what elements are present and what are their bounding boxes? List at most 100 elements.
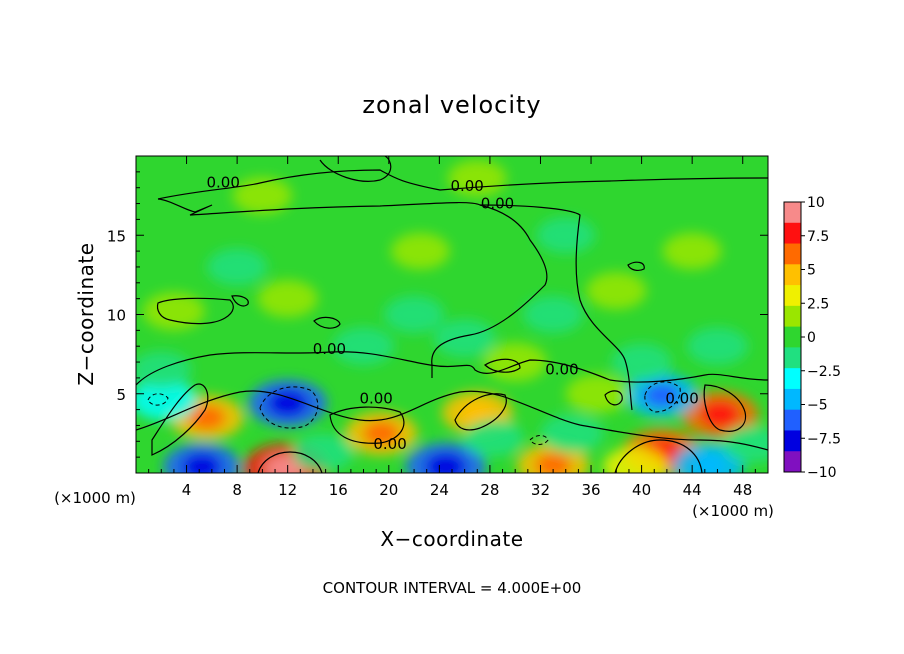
contour-label-8: 0.00 bbox=[665, 389, 698, 407]
velocity-anomaly-25 bbox=[536, 217, 596, 254]
velocity-anomaly-24 bbox=[207, 248, 268, 286]
zero-contour-right-blob bbox=[703, 384, 747, 432]
zero-contour-lower-band bbox=[136, 351, 768, 386]
x-tick-label: 32 bbox=[531, 481, 550, 499]
colorbar-tick-label: −10 bbox=[807, 465, 837, 481]
velocity-anomaly-31 bbox=[611, 343, 672, 381]
velocity-anomaly-26 bbox=[383, 295, 445, 334]
x-tick-label: 44 bbox=[683, 481, 702, 499]
contour-label-1: 0.00 bbox=[207, 174, 240, 192]
negative-contour-1 bbox=[259, 386, 319, 429]
x-tick-label: 36 bbox=[581, 481, 600, 499]
colorbar-tick-label: 5 bbox=[807, 263, 816, 279]
contour-label-5: 0.00 bbox=[359, 389, 392, 407]
colorbar-swatch bbox=[784, 264, 801, 286]
colorbar-tick-label: 0 bbox=[807, 330, 816, 346]
velocity-core-1 bbox=[268, 390, 308, 417]
velocity-core-2 bbox=[188, 405, 226, 430]
velocity-anomaly-18 bbox=[257, 280, 318, 318]
zero-contour-red-blob-3 bbox=[454, 393, 507, 431]
velocity-anomaly-27 bbox=[523, 295, 584, 334]
colorbar-swatch bbox=[784, 347, 801, 369]
zero-contour-left-band bbox=[157, 198, 548, 378]
zero-contour-small-2 bbox=[627, 261, 645, 271]
velocity-anomaly-23 bbox=[447, 159, 507, 197]
x-tick-label: 48 bbox=[733, 481, 752, 499]
velocity-core-12 bbox=[643, 383, 680, 408]
contour-label-4: 0.00 bbox=[313, 340, 346, 358]
colorbar-tick-label: 2.5 bbox=[807, 296, 829, 312]
velocity-anomaly-17 bbox=[143, 292, 205, 331]
velocity-core-6 bbox=[535, 453, 572, 473]
colorbar-swatch bbox=[784, 222, 801, 245]
x-axis-label: X−coordinate bbox=[380, 527, 523, 551]
negative-contour-3 bbox=[147, 393, 169, 406]
velocity-anomaly-28 bbox=[332, 327, 395, 366]
velocity-anomaly-34 bbox=[540, 413, 604, 453]
x-unit-right: (×1000 m) bbox=[692, 502, 774, 520]
zero-contour-bottom bbox=[136, 390, 768, 451]
colorbar-swatch bbox=[784, 368, 801, 390]
contour-labels: 0.00 0.000.000.000.000.000.000.00 bbox=[207, 174, 699, 454]
zero-contour-red-blob-2 bbox=[329, 406, 405, 444]
colorbar-swatch bbox=[784, 305, 801, 328]
zero-contour-mid-blob bbox=[156, 297, 234, 325]
colorbar-swatch bbox=[784, 451, 801, 473]
colorbar-swatch bbox=[784, 430, 801, 452]
y-tick-label: 15 bbox=[107, 227, 126, 245]
contour-label-7: 0.00 bbox=[545, 361, 578, 379]
x-tick-label: 20 bbox=[379, 481, 398, 499]
colorbar-tick-label: 10 bbox=[807, 195, 825, 211]
contour-label-2: 0.00 bbox=[450, 177, 483, 195]
velocity-anomaly-33 bbox=[292, 433, 354, 472]
velocity-core-13 bbox=[690, 453, 727, 473]
x-axis: 4 8 12 16 20 24 28 32 36 40 44 48 bbox=[148, 156, 756, 499]
velocity-anomaly-22 bbox=[232, 177, 293, 215]
colorbar-swatch bbox=[784, 243, 801, 265]
zero-contour-bottom-red-2 bbox=[257, 451, 323, 473]
velocity-anomaly-16 bbox=[483, 342, 547, 382]
x-tick-label: 4 bbox=[182, 481, 192, 499]
velocity-anomaly-32 bbox=[136, 351, 192, 389]
zero-contour-small-1 bbox=[313, 316, 341, 329]
x-tick-label: 40 bbox=[632, 481, 651, 499]
colorbar-swatch bbox=[784, 285, 801, 307]
velocity-anomaly-15 bbox=[565, 374, 629, 414]
velocity-core-4 bbox=[363, 421, 400, 446]
zero-contour-bottom-red bbox=[614, 439, 703, 473]
zero-contour-small-3 bbox=[604, 390, 623, 406]
velocity-anomaly-29 bbox=[433, 319, 496, 358]
velocity-core-11 bbox=[700, 401, 740, 427]
negative-contour-4 bbox=[529, 435, 549, 445]
contour-label-3: 0.00 bbox=[481, 194, 514, 212]
negative-contour-2 bbox=[644, 381, 681, 413]
colorbar: 10 7.5 5 2.5 0 −2.5 −5 −7.5 −10 bbox=[783, 195, 841, 481]
y-axis-label: Z−coordinate bbox=[74, 242, 98, 385]
colorbar-tick-label: 7.5 bbox=[807, 229, 829, 245]
zero-contours bbox=[136, 156, 768, 473]
x-tick-label: 28 bbox=[480, 481, 499, 499]
plot-area: 0.00 0.000.000.000.000.000.000.00 bbox=[136, 156, 768, 473]
zero-contour-upper bbox=[157, 169, 768, 200]
velocity-anomaly-20 bbox=[391, 232, 450, 270]
y-tick-label: 10 bbox=[107, 307, 126, 325]
zero-contour-mid-blob-2 bbox=[231, 295, 249, 307]
y-tick-label: 5 bbox=[116, 386, 126, 404]
zero-contour-plume bbox=[479, 204, 633, 411]
velocity-core-5 bbox=[459, 401, 495, 425]
x-tick-label: 16 bbox=[329, 481, 348, 499]
colorbar-tick-label: −7.5 bbox=[807, 431, 841, 447]
velocity-anomaly-14 bbox=[602, 446, 668, 473]
colorbar-swatch bbox=[784, 388, 801, 411]
velocity-anomaly-30 bbox=[686, 327, 748, 366]
chart-title: zonal velocity bbox=[362, 91, 541, 119]
negative-contours bbox=[147, 381, 681, 445]
velocity-anomaly-35 bbox=[463, 419, 524, 457]
x-tick-label: 12 bbox=[278, 481, 297, 499]
contour-label-6: 0.00 bbox=[373, 435, 406, 453]
y-axis: 5 10 15 bbox=[107, 171, 768, 458]
velocity-anomaly-21 bbox=[662, 232, 722, 270]
contour-interval-footer: CONTOUR INTERVAL = 4.000E+00 bbox=[323, 579, 582, 597]
zero-contour-top-lobe bbox=[319, 156, 392, 182]
